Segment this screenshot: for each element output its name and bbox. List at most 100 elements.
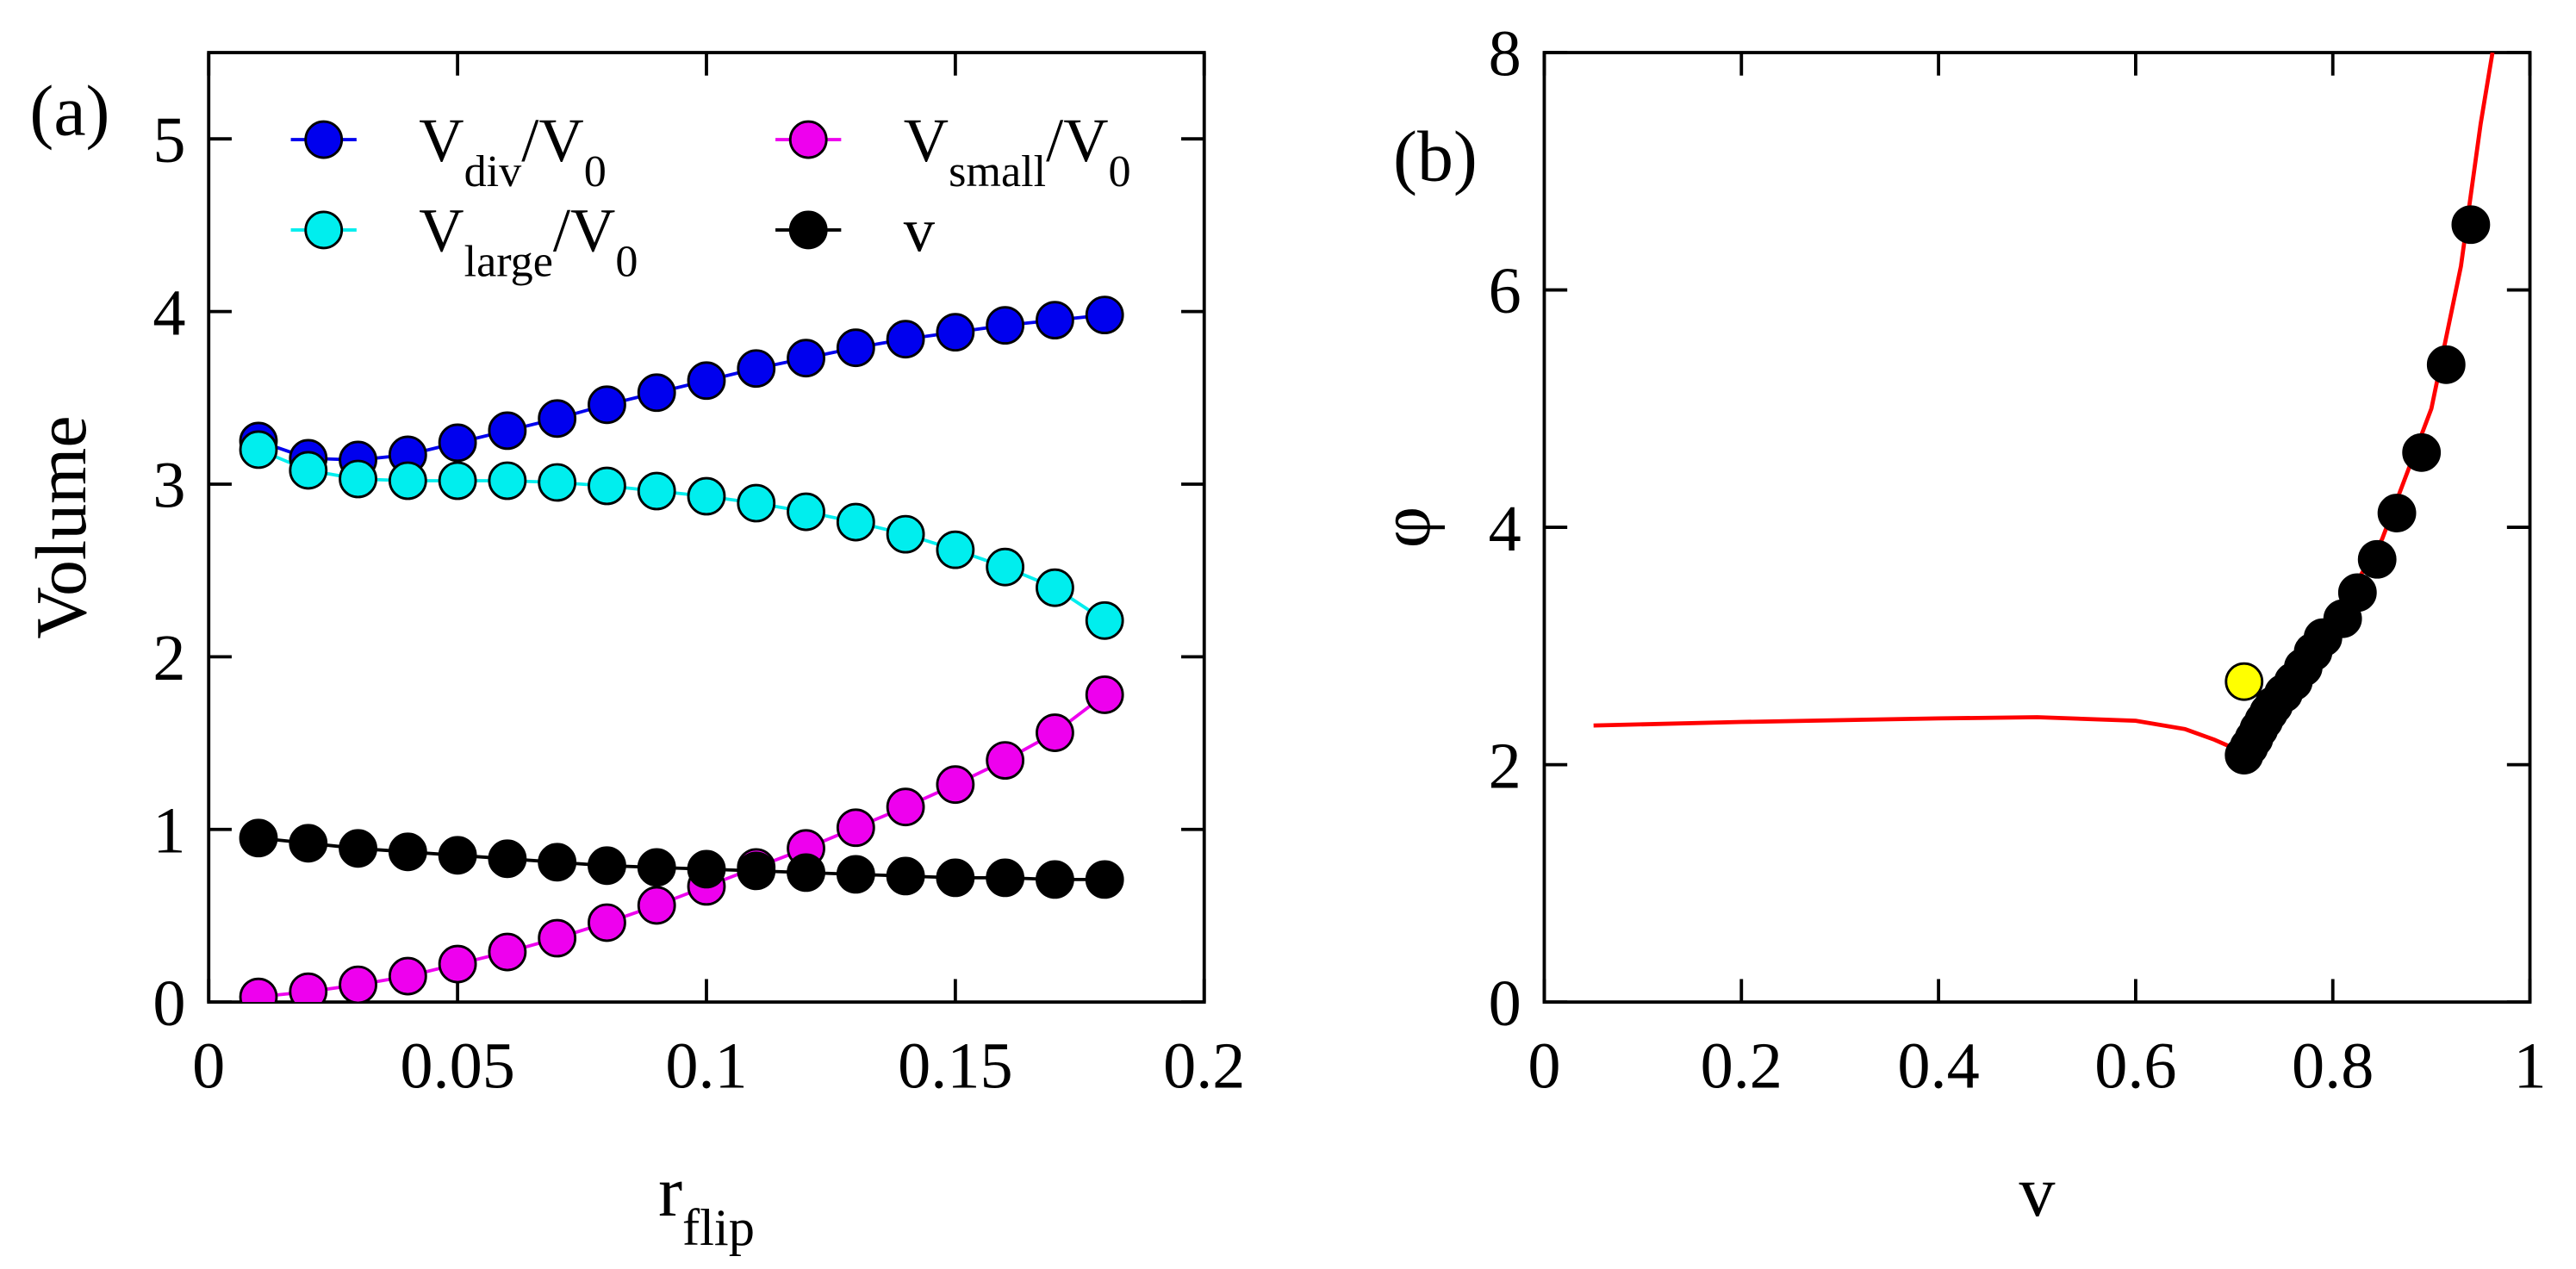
- x-tick-label: 1: [2513, 1030, 2546, 1102]
- point: [2402, 432, 2442, 472]
- series-line: [258, 836, 1105, 881]
- plot-area: [1593, 53, 2495, 774]
- marker: [289, 972, 328, 1003]
- text-part: large: [464, 237, 553, 286]
- marker: [588, 846, 626, 886]
- legend-marker: [304, 120, 344, 159]
- marker: [488, 932, 527, 972]
- x-tick-label: 0.6: [2094, 1030, 2176, 1102]
- y-tick-label: 4: [152, 277, 185, 349]
- text-part: v: [2019, 1152, 2056, 1232]
- x-tick-label: 0.2: [1701, 1030, 1783, 1102]
- y-tick-label: 0: [1489, 967, 1521, 1040]
- marker: [1085, 600, 1124, 640]
- legend-label: Vdiv/V0: [419, 105, 606, 196]
- marker: [488, 411, 527, 451]
- point: [2357, 539, 2397, 579]
- marker: [637, 848, 676, 887]
- series-line: [258, 448, 1106, 622]
- marker: [388, 461, 427, 501]
- marker: [1036, 301, 1074, 340]
- marker: [936, 530, 975, 569]
- marker: [1085, 675, 1124, 714]
- marker: [339, 965, 377, 1003]
- marker: [687, 361, 726, 401]
- marker: [588, 903, 626, 942]
- marker: [637, 373, 676, 413]
- marker: [289, 451, 328, 490]
- marker: [836, 808, 875, 848]
- marker: [637, 886, 676, 925]
- panel-label: (a): [29, 71, 109, 151]
- marker: [488, 839, 527, 879]
- curve: [1593, 53, 2495, 756]
- marker: [986, 858, 1025, 898]
- legend-label: Vsmall/V0: [904, 105, 1131, 196]
- marker: [787, 492, 825, 532]
- legend-marker: [304, 210, 344, 250]
- text-part: 0: [615, 237, 638, 286]
- text-part: /V: [553, 196, 615, 265]
- marker: [438, 461, 477, 501]
- x-tick-label: 0.1: [665, 1030, 747, 1102]
- plot-frame: [1542, 51, 2532, 1005]
- point: [2377, 494, 2417, 532]
- text-part: small: [949, 146, 1046, 196]
- x-tick-label: 0.2: [1163, 1030, 1245, 1102]
- marker: [488, 461, 527, 501]
- marker: [388, 832, 427, 872]
- x-tick-label: 0.8: [2292, 1030, 2374, 1102]
- marker: [737, 851, 776, 891]
- y-tick-label: 2: [152, 622, 185, 694]
- marker: [538, 463, 577, 502]
- marker: [687, 849, 726, 889]
- marker: [339, 459, 377, 499]
- x-tick-label: 0.4: [1897, 1030, 1979, 1102]
- marker: [1036, 860, 1074, 899]
- marker: [1036, 568, 1074, 607]
- marker: [886, 856, 925, 896]
- marker: [936, 858, 975, 898]
- x-tick-label: 0: [192, 1030, 225, 1102]
- text-part: 0: [1109, 146, 1131, 196]
- marker: [588, 385, 626, 425]
- text-part: V: [419, 196, 464, 265]
- marker: [239, 818, 278, 858]
- y-tick-label: 4: [1489, 493, 1521, 565]
- marker: [986, 306, 1025, 345]
- marker: [836, 328, 875, 368]
- marker: [936, 313, 975, 352]
- y-tick-label: 0: [152, 967, 185, 1040]
- marker: [787, 853, 825, 893]
- y-axis-label: Volume: [22, 415, 102, 638]
- marker: [787, 339, 825, 378]
- y-tick-label: 8: [1489, 18, 1521, 90]
- marker: [886, 514, 925, 554]
- text-part: v: [904, 196, 936, 265]
- text-part: V: [419, 105, 464, 175]
- text-part: flip: [682, 1199, 755, 1257]
- series-line: [258, 693, 1106, 999]
- text-part: V: [904, 105, 949, 175]
- point: [2337, 573, 2377, 613]
- marker: [886, 787, 925, 827]
- marker: [1085, 295, 1124, 335]
- marker: [836, 855, 875, 894]
- marker: [737, 483, 776, 523]
- x-tick-label: 0.05: [400, 1030, 514, 1102]
- text-part: 0: [584, 146, 607, 196]
- x-tick-label: 0.15: [898, 1030, 1012, 1102]
- marker: [986, 547, 1025, 587]
- y-tick-label: 5: [152, 104, 185, 177]
- marker: [1085, 860, 1124, 899]
- marker: [239, 977, 278, 1003]
- series-line: [258, 313, 1105, 462]
- y-tick-label: 2: [1489, 730, 1521, 802]
- text-part: r: [658, 1152, 682, 1232]
- marker: [637, 471, 676, 511]
- point: [2451, 205, 2491, 245]
- marker: [836, 502, 875, 542]
- panel-label: (b): [1393, 117, 1478, 197]
- marker: [438, 423, 477, 463]
- marker: [737, 349, 776, 389]
